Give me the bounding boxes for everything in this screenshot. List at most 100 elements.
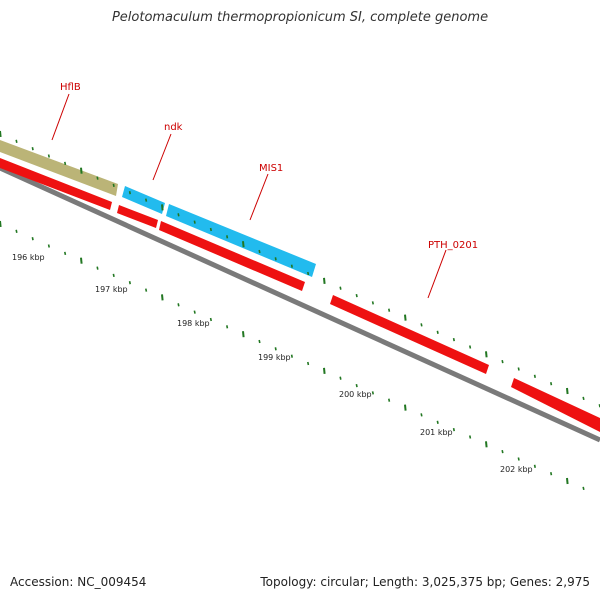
tick-lower-11 bbox=[177, 303, 180, 307]
tick-upper-19 bbox=[307, 271, 310, 276]
tick-upper-1 bbox=[15, 139, 18, 143]
map-title: Pelotomaculum thermopropionicum SI, comp… bbox=[111, 10, 489, 25]
tick-upper-31 bbox=[501, 359, 504, 364]
tick-marks-lower bbox=[0, 220, 585, 491]
genome-summary-text: Topology: circular; Length: 3,025,375 bp… bbox=[260, 575, 590, 589]
tick-upper-35 bbox=[566, 387, 569, 395]
tick-lower-26 bbox=[420, 413, 423, 417]
tick-upper-15 bbox=[242, 241, 245, 248]
tick-upper-34 bbox=[550, 382, 553, 386]
kbp-label-202: 202 kbp bbox=[500, 465, 533, 474]
tick-upper-2 bbox=[31, 147, 34, 151]
label-hflb: HflB bbox=[60, 82, 81, 93]
tick-lower-0 bbox=[0, 220, 2, 228]
tick-upper-26 bbox=[420, 323, 423, 327]
tick-upper-29 bbox=[469, 345, 472, 349]
gene-red-2[interactable] bbox=[117, 205, 158, 228]
tick-upper-16 bbox=[258, 249, 261, 254]
tick-upper-8 bbox=[128, 191, 131, 195]
tick-upper-9 bbox=[145, 198, 148, 202]
tick-upper-36 bbox=[582, 396, 585, 401]
label-mis1: MIS1 bbox=[259, 163, 283, 174]
tick-lower-1 bbox=[15, 229, 18, 233]
tick-upper-3 bbox=[47, 154, 50, 158]
kbp-label-197: 197 kbp bbox=[95, 285, 128, 294]
tick-upper-24 bbox=[388, 308, 391, 312]
tick-lower-24 bbox=[388, 398, 391, 402]
tick-lower-18 bbox=[290, 354, 293, 358]
tick-lower-30 bbox=[485, 441, 488, 448]
tick-lower-32 bbox=[517, 457, 520, 461]
tick-lower-12 bbox=[193, 310, 196, 314]
tick-lower-23 bbox=[371, 391, 374, 395]
hflb-connector bbox=[51, 93, 70, 141]
mis1-connector bbox=[249, 173, 269, 221]
gene-red-5[interactable] bbox=[511, 378, 600, 432]
tick-lower-13 bbox=[209, 317, 212, 322]
tick-upper-22 bbox=[355, 293, 358, 298]
tick-upper-23 bbox=[371, 301, 374, 305]
tick-upper-17 bbox=[274, 257, 277, 261]
gene-olive[interactable] bbox=[0, 140, 118, 196]
tick-lower-10 bbox=[161, 294, 164, 301]
kbp-label-200: 200 kbp bbox=[339, 390, 372, 399]
tick-marks-upper bbox=[0, 130, 600, 408]
tick-lower-19 bbox=[307, 361, 310, 366]
tick-lower-16 bbox=[258, 339, 261, 344]
tick-upper-20 bbox=[323, 277, 326, 284]
tick-lower-35 bbox=[566, 477, 569, 485]
tick-lower-7 bbox=[112, 273, 115, 278]
tick-lower-6 bbox=[96, 266, 99, 270]
tick-lower-5 bbox=[80, 257, 83, 264]
tick-upper-11 bbox=[177, 213, 180, 217]
gene-red-3[interactable] bbox=[159, 221, 305, 291]
gene-pth-0201[interactable] bbox=[330, 295, 489, 374]
tick-lower-21 bbox=[339, 376, 342, 380]
tick-upper-6 bbox=[96, 176, 99, 180]
pth-0201-connector bbox=[427, 249, 447, 299]
tick-upper-33 bbox=[533, 374, 536, 378]
tick-lower-34 bbox=[550, 472, 553, 476]
genome-backbone bbox=[0, 165, 600, 443]
tick-lower-3 bbox=[47, 244, 50, 248]
tick-upper-30 bbox=[485, 351, 488, 358]
tick-lower-28 bbox=[452, 427, 455, 432]
kbp-label-199: 199 kbp bbox=[258, 353, 291, 362]
tick-upper-25 bbox=[404, 314, 407, 321]
kbp-label-198: 198 kbp bbox=[177, 319, 210, 328]
kbp-label-201: 201 kbp bbox=[420, 428, 453, 437]
tick-lower-20 bbox=[323, 367, 326, 374]
gene-ndk[interactable] bbox=[122, 186, 165, 214]
tick-upper-32 bbox=[517, 367, 520, 371]
tick-upper-13 bbox=[209, 227, 212, 232]
gene-red-1[interactable] bbox=[0, 158, 112, 210]
tick-upper-21 bbox=[339, 286, 342, 290]
tick-lower-25 bbox=[404, 404, 407, 411]
ndk-connector bbox=[152, 133, 172, 181]
tick-upper-14 bbox=[226, 235, 229, 239]
tick-lower-14 bbox=[226, 325, 229, 329]
tick-lower-27 bbox=[436, 420, 439, 424]
tick-lower-17 bbox=[274, 347, 277, 351]
tick-lower-15 bbox=[242, 331, 245, 338]
tick-lower-29 bbox=[469, 435, 472, 439]
tick-lower-36 bbox=[582, 486, 585, 491]
label-pth-0201: PTH_0201 bbox=[428, 240, 478, 251]
accession-text: Accession: NC_009454 bbox=[10, 575, 147, 589]
label-ndk: ndk bbox=[164, 122, 183, 133]
tick-upper-0 bbox=[0, 130, 2, 138]
tick-lower-33 bbox=[533, 464, 536, 468]
tick-upper-28 bbox=[452, 337, 455, 342]
tick-lower-22 bbox=[355, 383, 358, 388]
tick-lower-4 bbox=[64, 251, 67, 256]
tick-upper-27 bbox=[436, 330, 439, 334]
tick-upper-18 bbox=[290, 264, 293, 268]
tick-upper-4 bbox=[64, 161, 67, 166]
tick-upper-12 bbox=[193, 220, 196, 224]
tick-upper-5 bbox=[80, 167, 83, 174]
tick-lower-2 bbox=[31, 237, 34, 241]
tick-upper-10 bbox=[161, 204, 164, 211]
gene-mis1[interactable] bbox=[166, 204, 316, 277]
tick-lower-8 bbox=[128, 281, 131, 285]
